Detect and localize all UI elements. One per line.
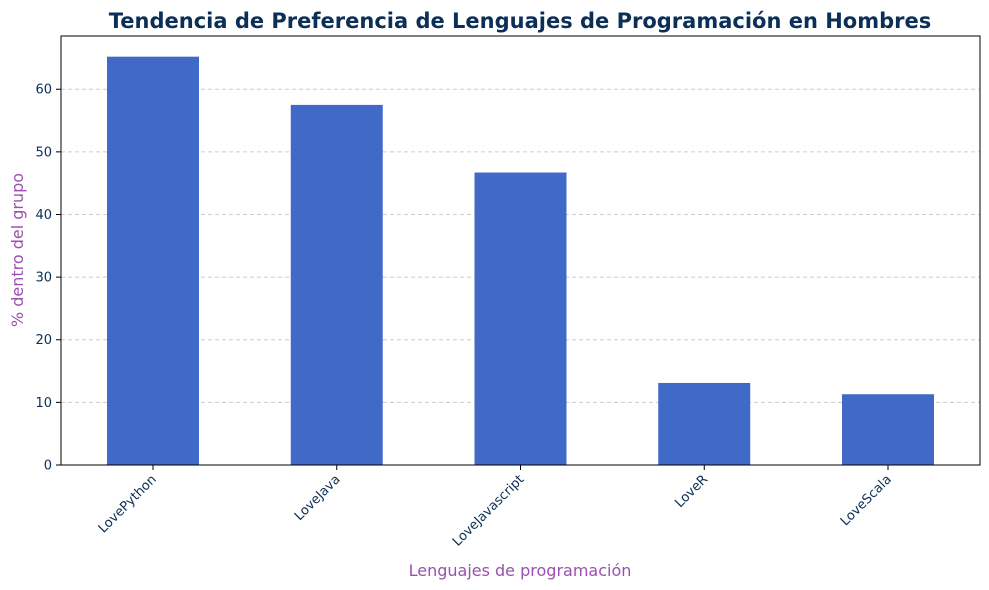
bar-lovepython xyxy=(107,56,199,466)
grid-lines xyxy=(61,88,980,403)
chart-title: Tendencia de Preferencia de Lenguajes de… xyxy=(109,9,932,33)
bar-lovejavascript xyxy=(474,172,567,465)
x-tick-label: LoveJavascript xyxy=(450,472,527,549)
y-tick-label: 30 xyxy=(35,271,52,286)
y-tick-label: 50 xyxy=(35,145,52,160)
x-tick-label: LovePython xyxy=(96,472,160,536)
y-ticks: 0 10 20 30 40 50 60 xyxy=(35,83,61,474)
bar-lovejava xyxy=(290,104,383,466)
y-tick-label: 40 xyxy=(35,208,52,223)
bars xyxy=(107,56,934,466)
x-axis-label: Lenguajes de programación xyxy=(409,561,632,580)
x-tick-label: LoveJava xyxy=(292,472,344,524)
x-tick-label: LoveR xyxy=(672,472,711,511)
y-tick-label: 20 xyxy=(35,333,52,348)
bar-lover xyxy=(658,382,751,465)
x-tick-label: LoveScala xyxy=(838,472,895,529)
y-tick-label: 60 xyxy=(35,83,52,98)
x-ticks: LovePython LoveJava LoveJavascript LoveR Lov… xyxy=(96,465,895,550)
bar-lovescala xyxy=(842,394,934,465)
y-tick-label: 10 xyxy=(35,396,52,411)
y-axis-label: % dentro del grupo xyxy=(8,173,27,327)
y-tick-label: 0 xyxy=(44,459,52,474)
